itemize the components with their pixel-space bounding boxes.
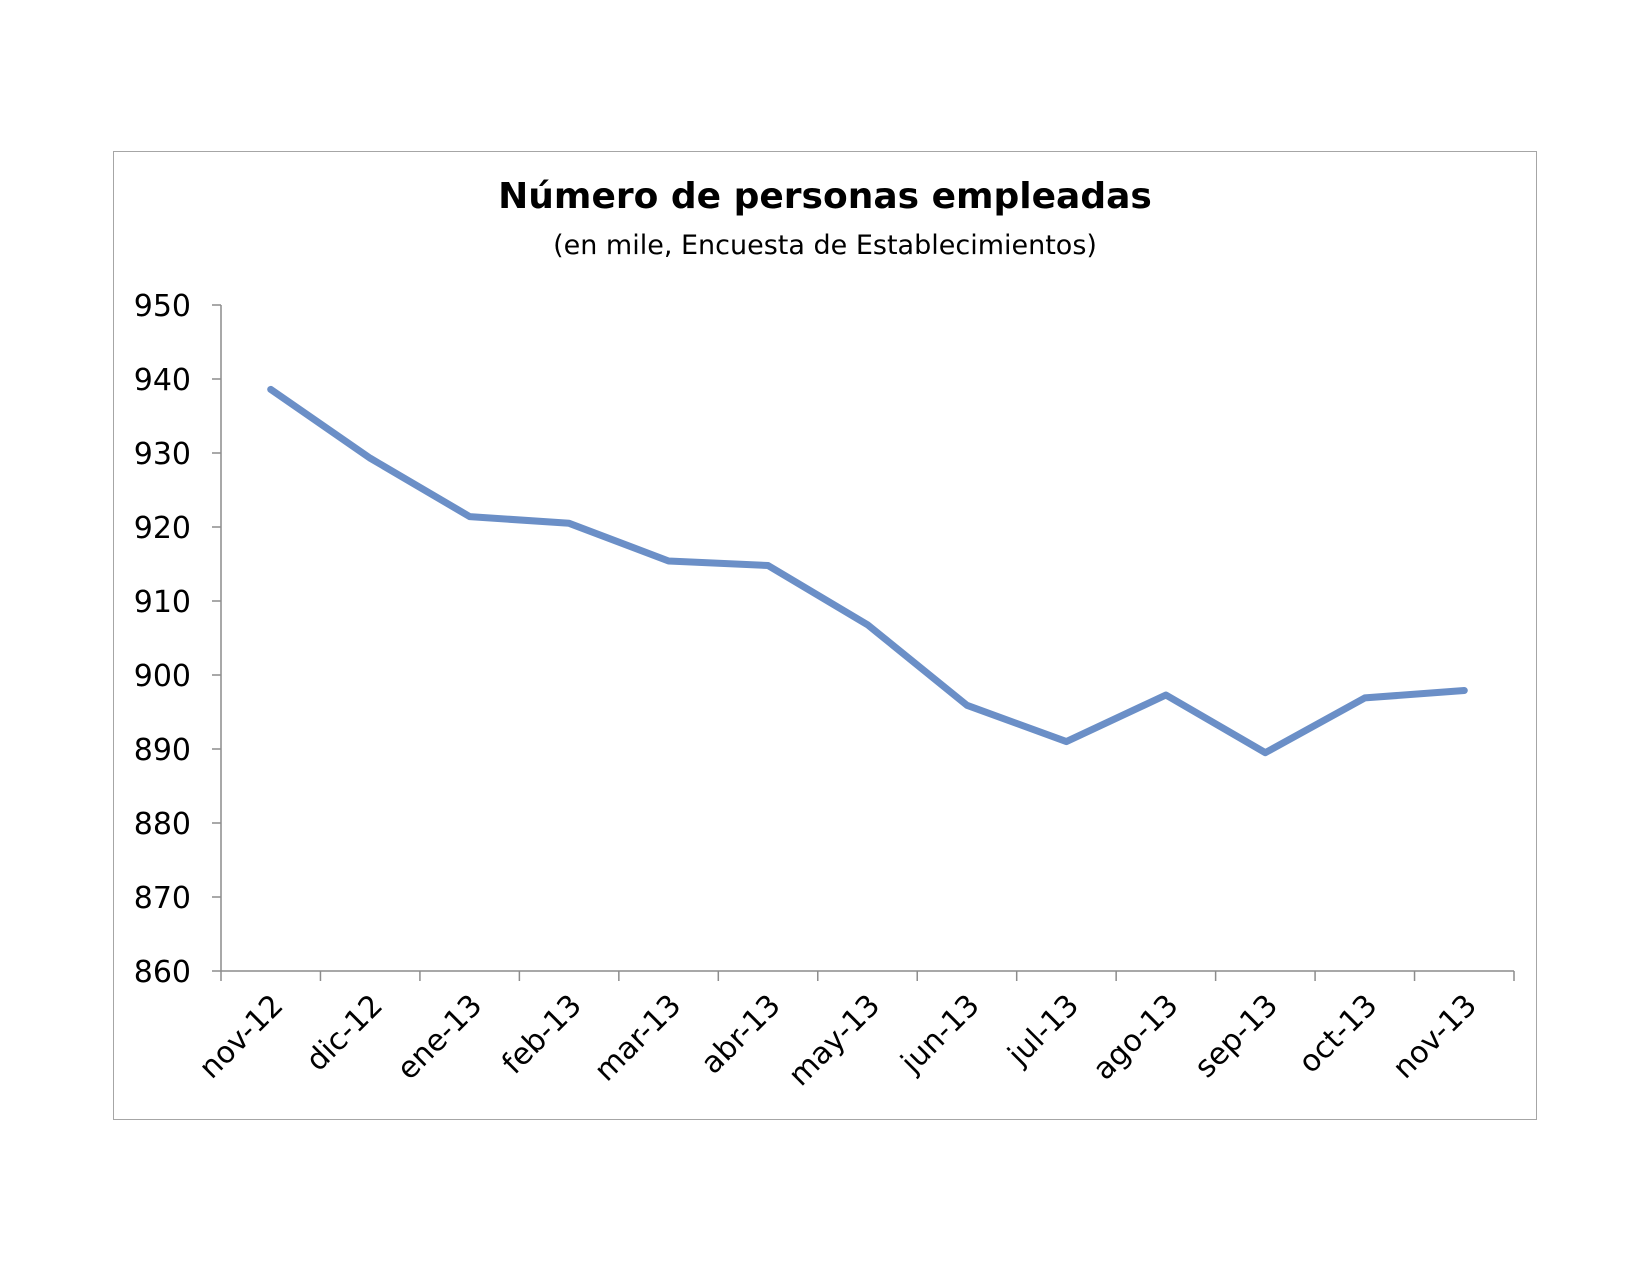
x-tick-label-ene-13: ene-13	[390, 988, 489, 1087]
y-tick-label: 900	[134, 659, 191, 694]
x-tick-label-dic-12: dic-12	[299, 988, 389, 1078]
x-tick-label-feb-13: feb-13	[495, 988, 588, 1081]
x-tick-label-nov-13: nov-13	[1386, 988, 1484, 1086]
x-tick-label-mar-13: mar-13	[588, 988, 688, 1088]
x-tick-label-jun-13: jun-13	[894, 988, 987, 1081]
x-tick-label-sep-13: sep-13	[1188, 988, 1285, 1085]
x-tick-label-oct-13: oct-13	[1292, 988, 1384, 1080]
chart-frame	[113, 151, 1537, 1120]
y-tick-label: 880	[134, 807, 191, 842]
x-tick-label-nov-12: nov-12	[193, 988, 291, 1086]
y-tick-label: 950	[134, 289, 191, 324]
x-tick-label-ago-13: ago-13	[1086, 988, 1185, 1087]
chart-subtitle: (en mile, Encuesta de Establecimientos)	[553, 230, 1097, 261]
y-tick-label: 870	[134, 881, 191, 916]
series-line-0	[267, 385, 1468, 757]
y-tick-label: 920	[134, 511, 191, 546]
x-tick-label-abr-13: abr-13	[694, 988, 787, 1081]
y-tick-label: 890	[134, 733, 191, 768]
y-tick-label: 940	[134, 363, 191, 398]
y-tick-label: 930	[134, 437, 191, 472]
y-tick-label: 910	[134, 585, 191, 620]
x-tick-label-jul-13: jul-13	[1001, 988, 1086, 1073]
y-tick-label: 860	[134, 955, 191, 990]
chart-title: Número de personas empleadas	[498, 176, 1152, 217]
x-tick-label-may-13: may-13	[782, 988, 887, 1093]
